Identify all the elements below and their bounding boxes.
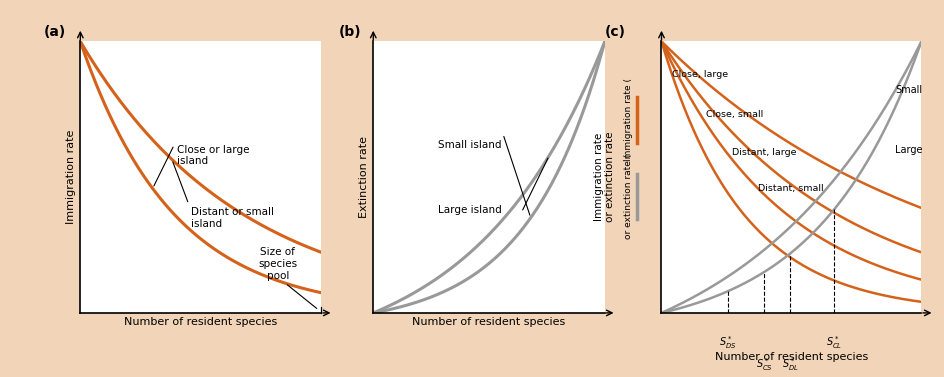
Text: Distant or small
island: Distant or small island — [191, 207, 274, 229]
Text: (c): (c) — [604, 25, 625, 39]
Text: Distant, large: Distant, large — [731, 148, 796, 157]
X-axis label: Number of resident species: Number of resident species — [124, 317, 278, 327]
Text: Immigration rate (: Immigration rate ( — [624, 78, 632, 161]
Text: Size of
species
pool: Size of species pool — [258, 247, 297, 280]
Text: Immigration rate
or extinction rate: Immigration rate or extinction rate — [593, 132, 615, 222]
Text: Small: Small — [895, 85, 921, 95]
Text: Small island: Small island — [438, 139, 501, 150]
Text: Distant, small: Distant, small — [757, 184, 822, 193]
Y-axis label: Immigration rate: Immigration rate — [66, 130, 76, 224]
Text: Large island: Large island — [438, 205, 501, 215]
Text: Large: Large — [895, 145, 922, 155]
Text: (b): (b) — [338, 25, 361, 39]
Text: $S^*_{DS}$: $S^*_{DS}$ — [718, 335, 735, 351]
Text: (a): (a) — [44, 25, 66, 39]
Text: Close, large: Close, large — [671, 69, 727, 78]
Text: Close, small: Close, small — [705, 110, 762, 119]
Text: $S^*_{CL}$: $S^*_{CL}$ — [825, 335, 842, 351]
X-axis label: Number of resident species: Number of resident species — [412, 317, 565, 327]
Y-axis label: Extinction rate: Extinction rate — [359, 136, 369, 218]
Text: $S^*_{DL}$: $S^*_{DL}$ — [781, 356, 798, 373]
Text: Close or large
island: Close or large island — [177, 145, 249, 166]
X-axis label: Number of resident species: Number of resident species — [714, 352, 868, 362]
Text: or extinction rate (: or extinction rate ( — [624, 154, 632, 239]
Text: $S^*_{CS}$: $S^*_{CS}$ — [755, 356, 772, 373]
